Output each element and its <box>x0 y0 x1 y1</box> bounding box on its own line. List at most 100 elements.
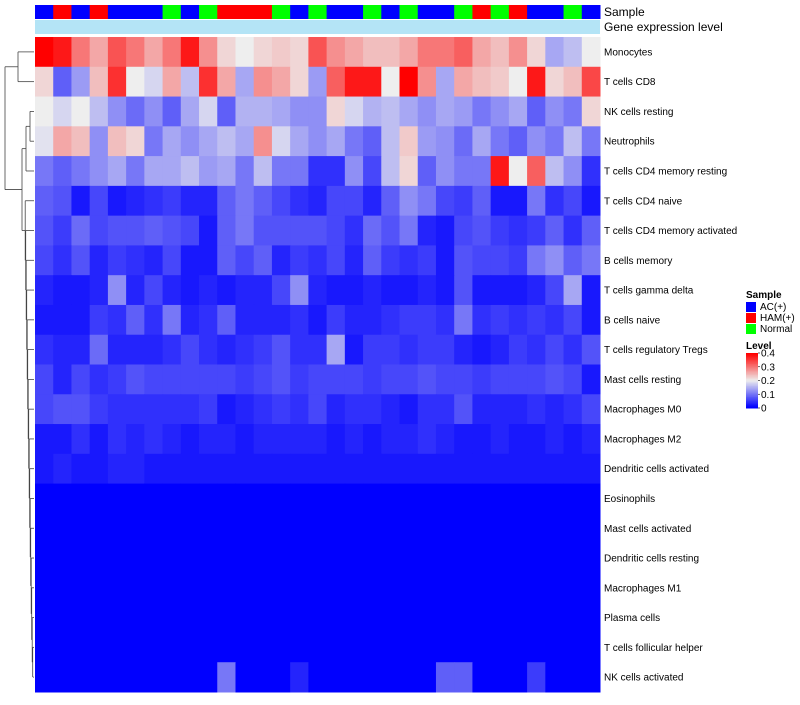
sample-annotation-cell <box>381 5 401 19</box>
heatmap-cell <box>271 483 291 514</box>
row-label: NK cells activated <box>604 673 683 684</box>
row-label: Dendritic cells resting <box>604 554 699 565</box>
heatmap-cell <box>217 334 236 365</box>
heatmap-cell <box>89 543 109 574</box>
heatmap-cell <box>126 632 145 663</box>
heatmap-cell <box>144 185 164 217</box>
heatmap-cell <box>126 602 145 633</box>
heatmap-cell <box>326 66 346 98</box>
heatmap-cell <box>490 483 510 514</box>
heatmap-cell <box>35 632 54 663</box>
colorbar-segment <box>746 394 758 397</box>
heatmap-cell <box>107 572 127 604</box>
heatmap-cell <box>326 453 346 485</box>
heatmap-cell <box>399 602 419 633</box>
heatmap-cell <box>162 96 182 127</box>
heatmap-cell <box>435 572 455 604</box>
row-label: Neutrophils <box>604 137 655 148</box>
heatmap-cell <box>144 602 164 633</box>
heatmap-cell <box>290 543 309 574</box>
heatmap-cell <box>472 215 492 246</box>
heatmap-cell <box>326 96 346 127</box>
heatmap-cell <box>545 126 565 157</box>
heatmap-cell <box>126 334 145 365</box>
heatmap-cell <box>381 215 401 246</box>
heatmap-cell <box>581 245 601 276</box>
sample-annotation-cell <box>527 5 546 19</box>
colorbar-segment <box>746 361 758 364</box>
heatmap-cell <box>144 543 164 574</box>
heatmap-cell <box>527 394 546 425</box>
heatmap-cell <box>581 424 601 455</box>
heatmap-cell <box>326 245 346 276</box>
colorbar-segment <box>746 380 758 383</box>
heatmap-cell <box>235 632 255 663</box>
heatmap-cell <box>381 275 401 306</box>
heatmap-cell <box>472 96 492 127</box>
heatmap-cell <box>235 185 255 217</box>
colorbar-segment <box>746 376 758 379</box>
heatmap-cell <box>527 156 546 187</box>
heatmap-cell <box>235 126 255 157</box>
heatmap-cell <box>490 156 510 187</box>
heatmap-cell <box>545 304 565 336</box>
heatmap-cell <box>363 304 382 336</box>
heatmap-cell <box>363 245 382 276</box>
heatmap-cell <box>435 66 455 98</box>
colorbar-segment <box>746 369 758 372</box>
heatmap-cell <box>344 483 364 514</box>
heatmap-cell <box>199 156 218 187</box>
heatmap-cell <box>89 96 109 127</box>
heatmap-cell <box>253 632 273 663</box>
heatmap-cell <box>344 156 364 187</box>
row-label: Macrophages M1 <box>604 583 682 594</box>
colorbar-segment <box>746 386 758 388</box>
heatmap-cell <box>399 156 419 187</box>
sample-annotation-cell <box>235 5 255 19</box>
heatmap-cell <box>180 156 200 187</box>
heatmap-cell <box>53 662 72 693</box>
heatmap-cell <box>53 37 72 68</box>
heatmap-cell <box>71 275 91 306</box>
heatmap-cell <box>435 513 455 544</box>
heatmap-cell <box>545 96 565 127</box>
heatmap-cell <box>545 245 565 276</box>
heatmap-cell <box>180 483 200 514</box>
heatmap-cell <box>144 453 164 485</box>
heatmap-cell <box>271 37 291 68</box>
heatmap-cell <box>271 185 291 217</box>
heatmap-cell <box>472 424 492 455</box>
heatmap-cell <box>271 66 291 98</box>
heatmap-cell <box>107 483 127 514</box>
heatmap-cell <box>89 513 109 544</box>
heatmap-cell <box>126 364 145 395</box>
heatmap-cell <box>144 304 164 336</box>
heatmap-cell <box>563 394 583 425</box>
heatmap-cell <box>490 275 510 306</box>
heatmap-cell <box>508 364 528 395</box>
heatmap-cell <box>308 424 328 455</box>
heatmap-cell <box>253 156 273 187</box>
heatmap-cell <box>290 156 309 187</box>
sample-annotation-cell <box>107 5 127 19</box>
heatmap-cell <box>126 185 145 217</box>
heatmap-cell <box>435 453 455 485</box>
heatmap-cell <box>563 602 583 633</box>
heatmap-cell <box>235 66 255 98</box>
heatmap-cell <box>71 304 91 336</box>
heatmap-cell <box>217 453 236 485</box>
row-label: B cells memory <box>604 256 672 267</box>
heatmap-cell <box>581 275 601 306</box>
heatmap-cell <box>527 662 546 693</box>
heatmap-cell <box>126 394 145 425</box>
heatmap-cell <box>363 662 382 693</box>
heatmap-cell <box>53 453 72 485</box>
heatmap-cell <box>162 602 182 633</box>
heatmap-cell <box>107 453 127 485</box>
colorbar-segment <box>746 366 758 369</box>
legend-label-normal: Normal <box>760 324 792 335</box>
heatmap-cell <box>180 394 200 425</box>
heatmap-cell <box>308 215 328 246</box>
heatmap-cell <box>435 215 455 246</box>
heatmap-cell <box>508 66 528 98</box>
